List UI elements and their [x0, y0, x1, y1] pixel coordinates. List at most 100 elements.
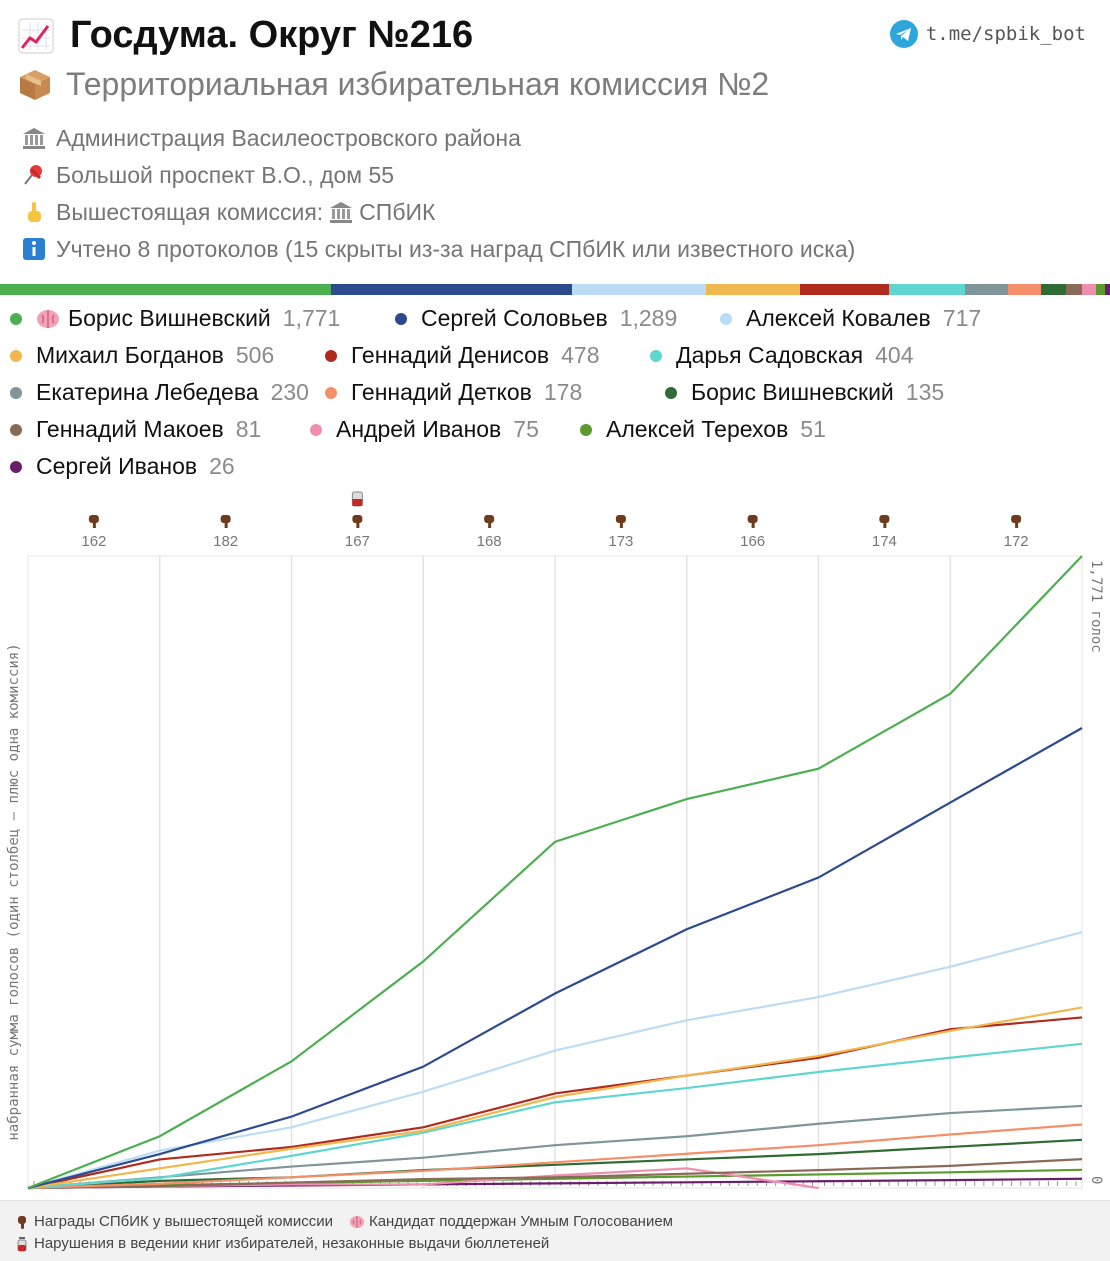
footer-notes: Награды СПбИК у вышестоящей комиссии Кан… — [0, 1200, 1110, 1261]
info-parent-value[interactable]: СПбИК — [359, 198, 436, 225]
package-icon — [20, 69, 50, 100]
info-administration-text: Администрация Василеостровского района — [56, 124, 521, 151]
legend-item[interactable]: Геннадий Денисов 478 — [325, 342, 599, 369]
series-line — [27, 727, 1083, 1190]
legend-item[interactable]: Сергей Соловьев 1,289 — [395, 305, 677, 332]
info-parent-label: Вышестоящая комиссия: — [56, 198, 324, 225]
strip-segment — [889, 284, 965, 295]
strip-segment — [800, 284, 890, 295]
legend-item[interactable]: Геннадий Детков 178 — [325, 379, 582, 406]
info-address-text: Большой проспект В.О., дом 55 — [56, 161, 395, 188]
legend-value: 1,289 — [619, 305, 678, 331]
legend-item[interactable]: Борис Вишневский 135 — [665, 379, 944, 406]
legend-dot — [720, 312, 732, 325]
legend-item[interactable]: Геннадий Макоев 81 — [10, 416, 261, 443]
footer-violation-note: Нарушения в ведении книг избирателей, не… — [34, 1235, 550, 1252]
footer-line-2: Нарушения в ведении книг избирателей, не… — [14, 1235, 549, 1252]
legend-value: 51 — [800, 416, 826, 442]
test-tube-icon — [14, 1236, 30, 1252]
brain-icon — [36, 307, 60, 331]
legend-item[interactable]: Борис Вишневский 1,771 — [10, 305, 340, 332]
award-icon — [88, 515, 99, 528]
series-line — [27, 555, 1083, 1190]
legend-name: Андрей Иванов — [336, 416, 502, 442]
x-tick-label: 173 — [608, 533, 633, 550]
award-icon — [879, 515, 890, 528]
legend-dot — [580, 423, 592, 436]
y-axis-label: набранная сумма голосов (один столбец – … — [6, 643, 22, 1140]
x-tick-label: 167 — [345, 533, 370, 550]
chart-increasing-icon — [18, 18, 54, 53]
award-icon — [615, 515, 626, 528]
strip-segment — [1095, 284, 1106, 295]
classical-building-icon — [20, 124, 48, 152]
legend-item[interactable]: Алексей Терехов 51 — [580, 416, 826, 443]
cumulative-votes-chart: 162 182 167 168 173 166 174 172 1,771 голос 0 набр… — [6, 491, 1104, 1190]
x-tick-label: 172 — [1004, 533, 1029, 550]
legend-item[interactable]: Екатерина Лебедева 230 — [10, 379, 309, 406]
legend-value: 178 — [543, 379, 583, 405]
telegram-handle[interactable]: t.me/spbik_bot — [925, 23, 1086, 45]
strip-segment — [571, 284, 706, 295]
title-row: Госдума. Округ №216 — [18, 14, 473, 57]
info-protocols-text: Учтено 8 протоколов (15 скрыты из-за наг… — [56, 235, 856, 262]
legend-value: 81 — [235, 416, 262, 442]
legend-name: Дарья Садовская — [676, 342, 864, 368]
pushpin-icon — [20, 161, 48, 189]
legend-item[interactable]: Андрей Иванов 75 — [310, 416, 539, 443]
legend-name: Алексей Терехов — [606, 416, 789, 442]
award-icon — [220, 515, 231, 528]
legend-name: Борис Вишневский — [68, 305, 271, 331]
legend-item[interactable]: Михаил Богданов 506 — [10, 342, 274, 369]
information-icon — [20, 235, 48, 263]
telegram-link[interactable]: t.me/spbik_bot — [889, 20, 1086, 48]
legend-value: 1,771 — [282, 305, 341, 331]
legend-dot — [10, 386, 22, 399]
pointing-up-icon — [20, 198, 48, 226]
x-tick-label: 168 — [477, 533, 502, 550]
classical-building-icon — [329, 200, 353, 224]
strip-segment — [1081, 284, 1096, 295]
pointing-down-icon — [14, 1214, 30, 1230]
legend-item[interactable]: Дарья Садовская 404 — [650, 342, 914, 369]
strip-segment — [0, 284, 331, 295]
legend-dot — [325, 386, 337, 399]
legend-value: 230 — [270, 379, 309, 405]
legend-name: Михаил Богданов — [36, 342, 224, 368]
legend-value: 135 — [905, 379, 945, 405]
legend-dot — [665, 386, 677, 399]
legend-dot — [310, 423, 322, 436]
legend-value: 75 — [513, 416, 539, 442]
award-icon — [747, 515, 758, 528]
legend-name: Борис Вишневский — [691, 379, 894, 405]
legend-value: 478 — [561, 342, 600, 368]
legend-value: 404 — [875, 342, 914, 368]
strip-segment — [1007, 284, 1042, 295]
legend-dot — [395, 312, 407, 325]
x-tick-label: 182 — [213, 533, 238, 550]
brain-icon — [349, 1214, 365, 1230]
subtitle-row: Территориальная избирательная комиссия №… — [18, 66, 769, 103]
page-subtitle: Территориальная избирательная комиссия №… — [66, 66, 770, 102]
test-tube-icon — [351, 491, 363, 507]
y-max-label: 1,771 голос — [1088, 560, 1104, 653]
series-line — [27, 1042, 1083, 1190]
series-line — [27, 1123, 1083, 1190]
award-icon — [352, 515, 363, 528]
legend-name: Екатерина Лебедева — [36, 379, 259, 405]
telegram-icon — [889, 20, 918, 48]
legend-dot — [10, 312, 22, 325]
strip-segment — [964, 284, 1008, 295]
legend-dot — [10, 349, 22, 362]
award-icon — [484, 515, 495, 528]
series-line — [27, 1138, 1083, 1190]
info-administration: Администрация Василеостровского района — [20, 124, 521, 152]
legend-name: Алексей Ковалев — [746, 305, 931, 331]
info-protocols: Учтено 8 протоколов (15 скрыты из-за наг… — [20, 235, 855, 263]
footer-smart-vote-note: Кандидат поддержан Умным Голосованием — [368, 1213, 673, 1230]
footer-line-1: Награды СПбИК у вышестоящей комиссии Кан… — [14, 1213, 673, 1230]
legend-value: 717 — [942, 305, 982, 331]
legend-item[interactable]: Алексей Ковалев 717 — [720, 305, 981, 332]
legend-dot — [10, 460, 22, 473]
legend-item[interactable]: Сергей Иванов 26 — [10, 453, 235, 480]
